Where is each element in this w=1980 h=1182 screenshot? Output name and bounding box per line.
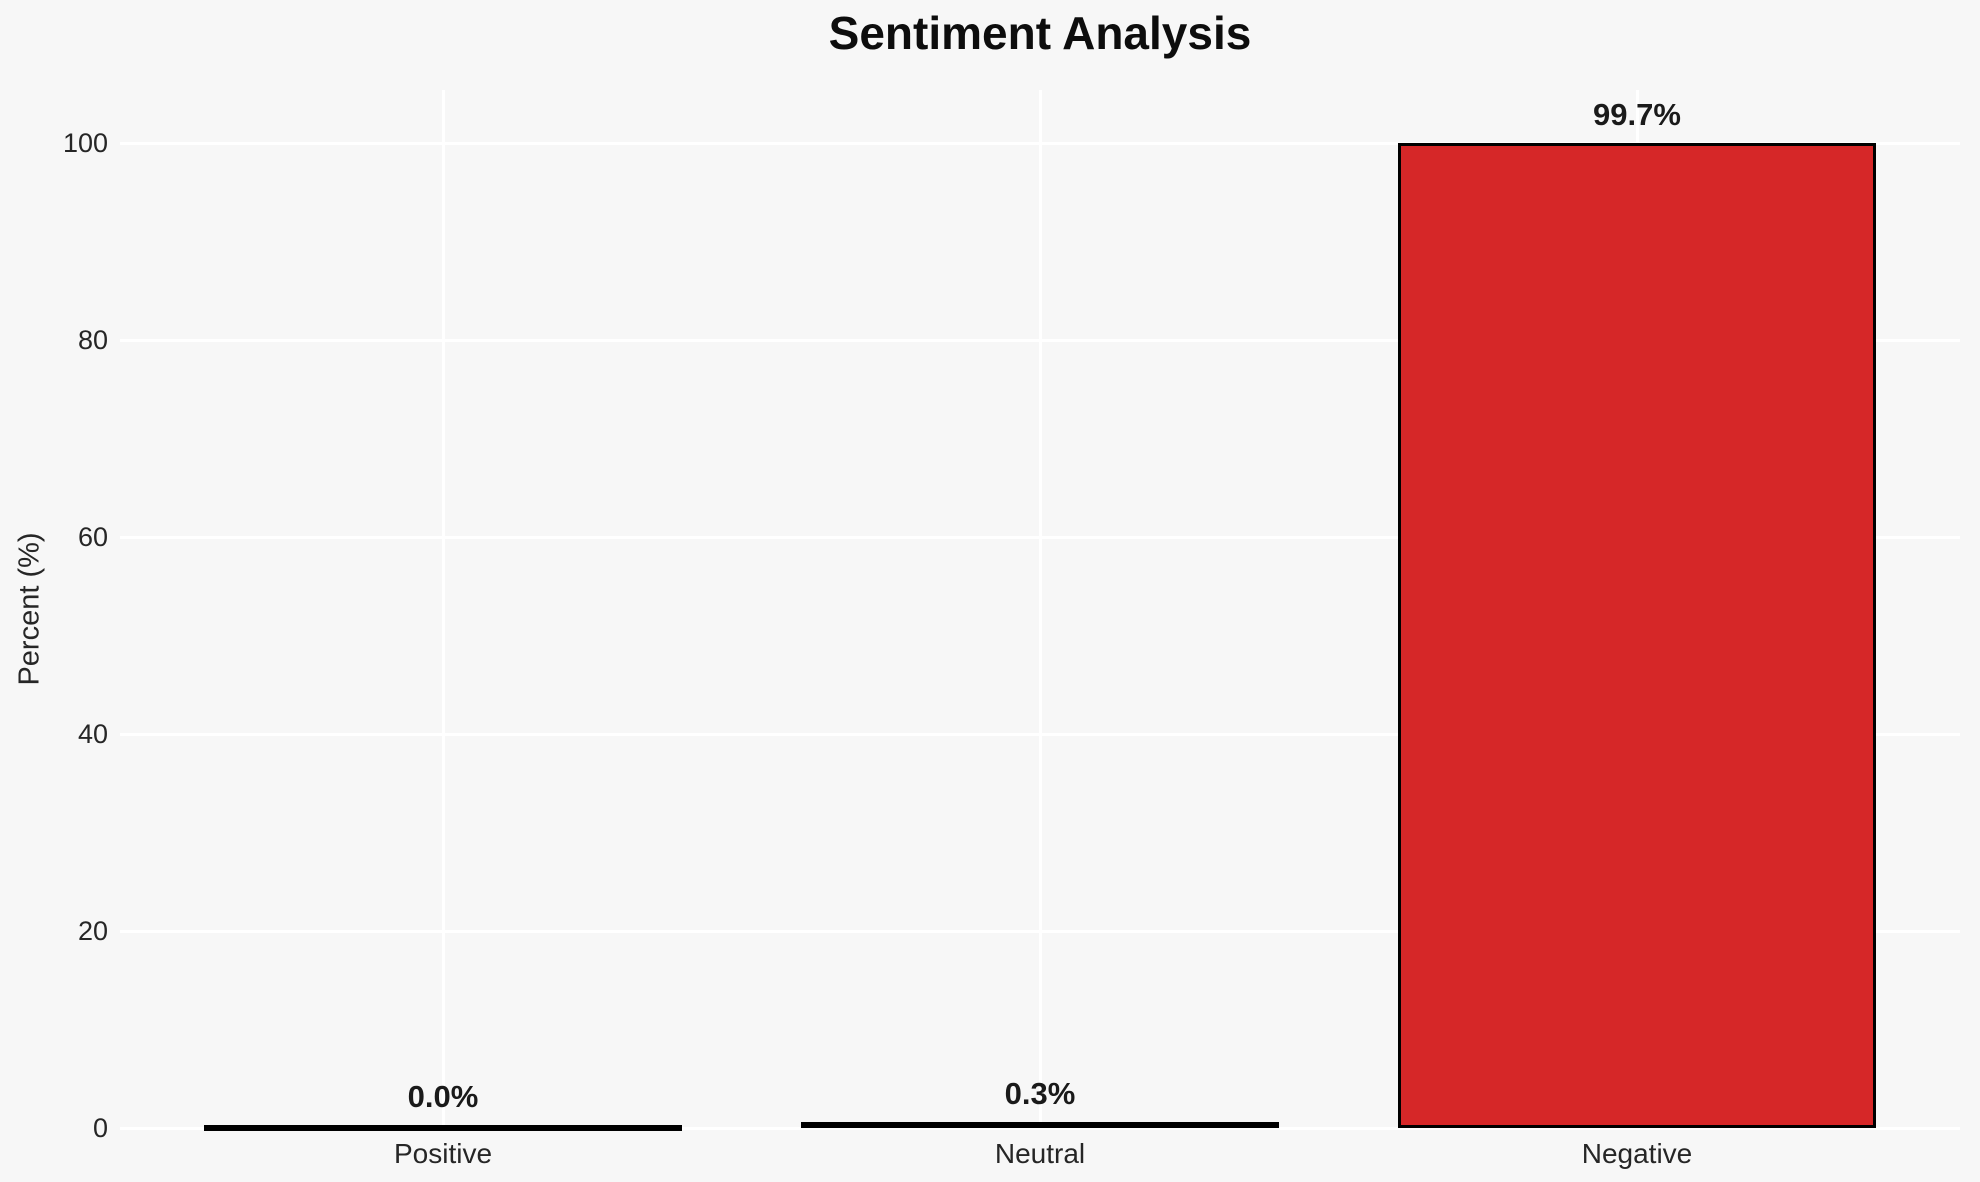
bar-value-label-negative: 99.7% [1593,96,1681,132]
v-gridline-neutral [1038,90,1042,1128]
bar-value-label-positive: 0.0% [407,1079,479,1114]
bar-neutral [801,1122,1279,1129]
y-tick-label-100: 100 [62,128,108,158]
y-tick-label-40: 40 [77,719,108,749]
x-category-label-negative: Negative [1581,1138,1693,1169]
bar-negative [1398,142,1876,1128]
x-category-label-positive: Positive [393,1138,493,1169]
v-gridline-positive [441,90,445,1128]
y-axis-label: Percent (%) [13,532,46,686]
chart-title: Sentiment Analysis [828,7,1252,59]
y-tick-label-20: 20 [77,916,108,946]
y-tick-label-80: 80 [77,325,108,355]
y-tick-label-0: 0 [92,1113,108,1143]
bar-value-label-neutral: 0.3% [1004,1076,1076,1112]
x-category-label-neutral: Neutral [994,1138,1086,1169]
y-tick-label-60: 60 [77,522,108,552]
bar-positive [204,1125,682,1131]
